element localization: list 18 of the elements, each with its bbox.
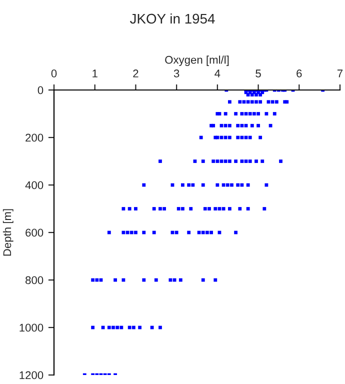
x-tick-label: 7	[337, 70, 343, 78]
y-tick-label: 1200	[20, 371, 44, 380]
x-tick-label: 3	[174, 70, 180, 78]
y-tick-label: 800	[26, 276, 44, 284]
x-tick-label: 4	[214, 70, 220, 78]
x-tick-label: 5	[256, 70, 261, 78]
y-tick-label: 400	[25, 181, 44, 190]
x-axis-title: Oxygen [ml/l]	[165, 56, 229, 66]
y-tick-label: 1000	[20, 324, 44, 332]
x-tick-label: 2	[133, 70, 138, 78]
y-tick-label: 200	[26, 134, 44, 142]
y-tick-label: 600	[26, 228, 44, 237]
chart-title: JKOY in 1954	[130, 13, 215, 24]
x-tick-label: 0	[51, 70, 57, 78]
x-tick-label: 1	[92, 70, 98, 78]
x-tick-label: 6	[296, 70, 302, 78]
y-tick-label: 0	[38, 86, 44, 94]
y-axis-title: Depth [m]	[2, 209, 14, 256]
